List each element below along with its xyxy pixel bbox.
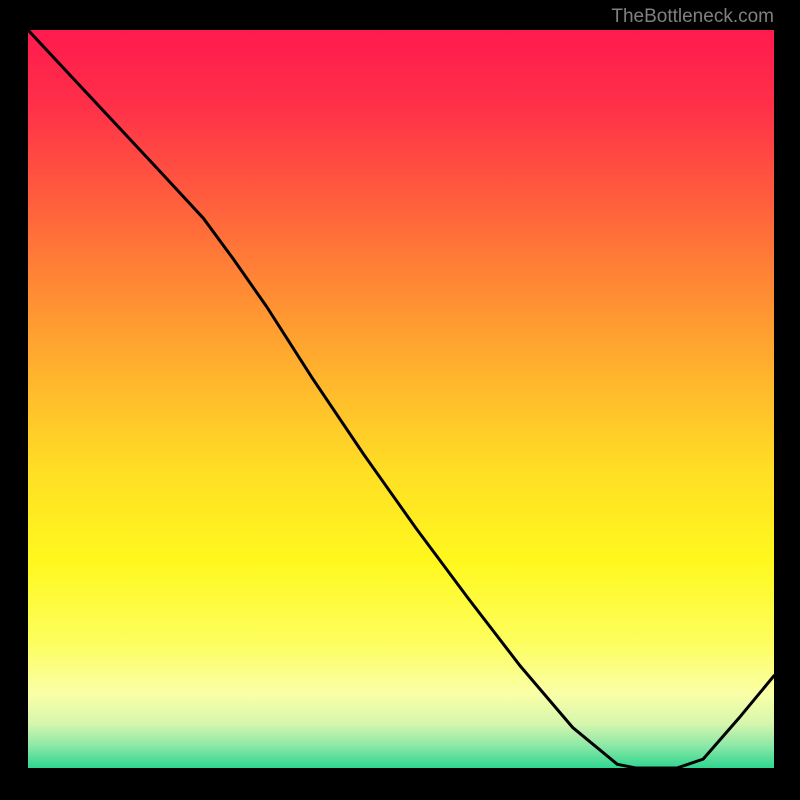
chart-container: TheBottleneck.com [0, 0, 800, 800]
watermark-text: TheBottleneck.com [611, 6, 774, 28]
curve-layer [28, 30, 774, 768]
bottleneck-curve [28, 30, 774, 768]
plot-area [28, 30, 774, 768]
